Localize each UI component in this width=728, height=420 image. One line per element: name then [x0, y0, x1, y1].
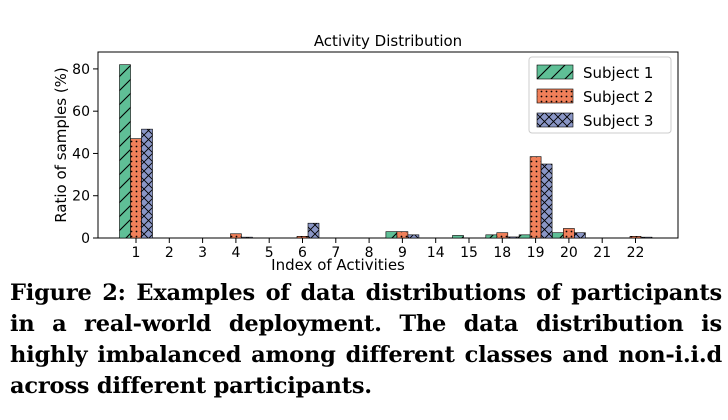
x-tick-label: 20 [560, 245, 578, 261]
legend-swatch [536, 64, 574, 80]
legend-label: Subject 2 [583, 88, 653, 106]
x-tick-label: 22 [627, 245, 645, 261]
bar-subject-3-19 [540, 163, 553, 239]
x-tick-label: 14 [427, 245, 445, 261]
x-tick-label: 5 [265, 245, 274, 261]
bar-subject-3-6 [307, 222, 320, 239]
legend-label: Subject 1 [583, 64, 653, 82]
bar-subject-1-1 [119, 64, 131, 239]
bar-subject-3-20 [574, 232, 586, 239]
bar-subject-1-18 [485, 234, 498, 239]
ticks: 0 20 40 60 80 1 2 3 4 5 6 7 8 9 14 15 18 19 20 21 22 [72, 62, 644, 261]
x-tick-label: 15 [460, 245, 478, 261]
bar-subject-3-18 [507, 236, 520, 239]
bar-subject-3-9 [407, 234, 420, 239]
x-tick-label: 7 [331, 245, 340, 261]
bar-subject-2-22 [629, 236, 642, 239]
x-tick-label: 9 [398, 245, 407, 261]
bar-subject-2-19 [529, 156, 542, 239]
x-tick-label: 6 [298, 245, 307, 261]
y-tick-label: 60 [72, 104, 90, 120]
y-tick-label: 0 [81, 231, 90, 247]
bar-subject-2-4 [230, 233, 242, 239]
bar-subject-1-15 [452, 235, 464, 239]
x-axis-label: Index of Activities [271, 256, 405, 274]
legend: Subject 1 Subject 2 Subject 3 [528, 56, 672, 134]
y-tick-label: 20 [72, 189, 90, 205]
bar-subject-2-18 [496, 232, 509, 239]
x-tick-label: 2 [165, 245, 174, 261]
bar-subject-2-6 [296, 236, 309, 239]
bar-subject-2-9 [396, 231, 409, 239]
chart: 0 20 40 60 80 1 2 3 4 5 6 7 8 9 14 15 18 19 20 21 22 Activit… [52, 32, 679, 274]
x-tick-label: 3 [198, 245, 207, 261]
x-tick-label: 21 [593, 245, 611, 261]
bar-subject-2-1 [130, 138, 142, 239]
x-tick-label: 19 [527, 245, 545, 261]
x-tick-label: 4 [231, 245, 240, 261]
legend-swatch [536, 112, 574, 128]
legend-label: Subject 3 [583, 112, 653, 130]
x-tick-label: 18 [493, 245, 511, 261]
bar-subject-2-20 [563, 228, 575, 239]
x-tick-label: 8 [365, 245, 374, 261]
bar-subject-3-4 [241, 236, 253, 239]
y-tick-label: 40 [72, 146, 90, 162]
figure-caption: Figure 2: Examples of data distributions… [10, 280, 722, 399]
legend-swatch [536, 88, 574, 104]
x-tick-label: 1 [132, 245, 141, 261]
bar-subject-1-19 [518, 234, 531, 239]
bar-subject-3-22 [640, 236, 653, 239]
bar-subject-1-20 [552, 232, 564, 239]
y-tick-label: 80 [72, 62, 90, 78]
bar-chart: 0 20 40 60 80 1 2 3 4 5 6 7 8 9 14 15 18 19 20 21 22 Activit… [52, 32, 679, 274]
chart-title: Activity Distribution [314, 32, 462, 50]
bar-subject-3-1 [141, 128, 153, 239]
y-axis-label: Ratio of samples (%) [52, 67, 70, 223]
bar-subject-1-9 [385, 231, 398, 239]
